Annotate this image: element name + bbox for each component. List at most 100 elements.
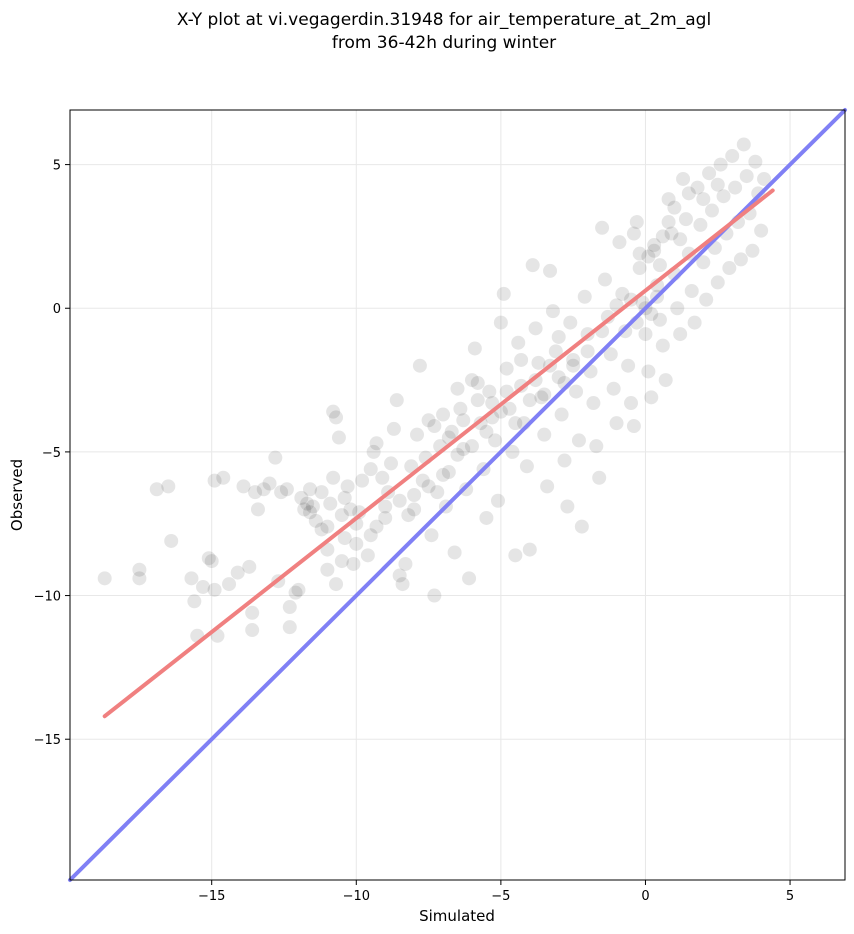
data-point-18	[236, 479, 251, 494]
data-point-233	[363, 528, 378, 543]
chart-title-line-2: from 36-42h during winter	[332, 33, 556, 53]
data-point-37	[303, 505, 318, 520]
data-point-12	[207, 582, 222, 597]
data-point-173	[687, 315, 702, 330]
y-tick-label-0: −15	[34, 733, 61, 748]
data-point-10	[201, 551, 216, 566]
data-point-50	[329, 577, 344, 592]
data-point-157	[641, 364, 656, 379]
data-point-139	[589, 439, 604, 454]
data-point-146	[609, 416, 624, 431]
data-point-45	[323, 496, 338, 511]
data-point-212	[696, 192, 711, 207]
data-point-236	[320, 562, 335, 577]
grid-lines	[70, 110, 845, 880]
data-point-26	[268, 450, 283, 465]
data-point-191	[739, 169, 754, 184]
data-point-112	[511, 335, 526, 350]
data-point-17	[230, 565, 245, 580]
data-point-196	[754, 223, 769, 238]
data-point-183	[716, 189, 731, 204]
data-point-228	[436, 467, 451, 482]
data-point-48	[329, 410, 344, 425]
data-point-108	[499, 361, 514, 376]
data-point-55	[343, 502, 358, 517]
data-point-210	[667, 200, 682, 215]
data-point-101	[479, 510, 494, 525]
data-point-153	[629, 215, 644, 230]
data-point-40	[308, 513, 323, 528]
data-point-169	[676, 171, 691, 186]
data-point-211	[681, 186, 696, 201]
data-point-84	[430, 485, 445, 500]
data-point-151	[624, 396, 639, 411]
data-point-1	[132, 571, 147, 586]
data-point-77	[410, 427, 425, 442]
data-point-28	[274, 485, 289, 500]
data-point-33	[291, 582, 306, 597]
data-point-42	[314, 485, 329, 500]
x-tick-label-2: −5	[491, 889, 510, 904]
data-point-0	[97, 571, 112, 586]
data-point-217	[566, 358, 581, 373]
data-point-230	[407, 502, 422, 517]
data-point-16	[222, 577, 237, 592]
data-point-162	[655, 338, 670, 353]
identity-line	[68, 108, 847, 882]
data-point-124	[545, 304, 560, 319]
data-point-179	[704, 203, 719, 218]
data-point-6	[184, 571, 199, 586]
data-point-5	[164, 533, 179, 548]
data-point-226	[464, 439, 479, 454]
data-point-205	[647, 238, 662, 253]
data-point-201	[644, 306, 659, 321]
data-point-161	[652, 312, 667, 327]
data-point-214	[661, 215, 676, 230]
data-point-69	[386, 421, 401, 436]
data-point-235	[334, 554, 349, 569]
data-point-59	[355, 473, 370, 488]
x-axis-ticks: −15 −10 −5 0 5	[198, 880, 794, 904]
data-point-140	[592, 470, 607, 485]
data-point-120	[534, 390, 549, 405]
data-point-215	[673, 232, 688, 247]
data-point-131	[566, 352, 581, 367]
data-point-111	[508, 548, 523, 563]
x-tick-label-4: 5	[786, 889, 794, 904]
data-point-35	[297, 502, 312, 517]
data-point-115	[519, 459, 534, 474]
data-point-189	[733, 252, 748, 267]
data-point-121	[537, 427, 552, 442]
data-point-150	[621, 358, 636, 373]
data-point-36	[300, 496, 315, 511]
data-point-34	[294, 490, 309, 505]
data-point-39	[305, 499, 320, 514]
data-point-133	[571, 433, 586, 448]
data-point-163	[658, 373, 673, 388]
data-point-142	[597, 272, 612, 287]
data-point-49	[331, 430, 346, 445]
data-points	[97, 137, 772, 643]
data-point-105	[490, 493, 505, 508]
x-tick-label-3: 0	[641, 889, 649, 904]
data-point-232	[378, 510, 393, 525]
data-point-32	[288, 585, 303, 600]
data-point-66	[378, 499, 393, 514]
data-point-175	[693, 217, 708, 232]
data-point-38	[303, 482, 318, 497]
data-point-97	[467, 341, 482, 356]
data-point-129	[560, 499, 575, 514]
data-point-154	[632, 261, 647, 276]
y-tick-label-3: 0	[53, 302, 61, 317]
data-point-126	[551, 370, 566, 385]
data-point-204	[641, 249, 656, 264]
data-point-41	[314, 522, 329, 537]
data-point-242	[470, 375, 485, 390]
data-point-158	[644, 390, 659, 405]
data-point-90	[447, 545, 462, 560]
data-point-3	[149, 482, 164, 497]
data-point-61	[363, 462, 378, 477]
data-point-119	[531, 355, 546, 370]
data-point-186	[725, 148, 740, 163]
data-point-165	[664, 226, 679, 241]
